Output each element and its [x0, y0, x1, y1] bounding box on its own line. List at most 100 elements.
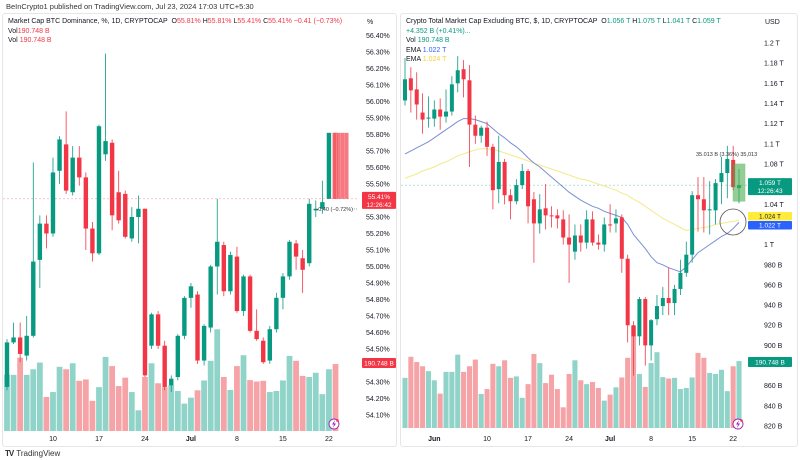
y-tick-label: 1.16 T: [764, 81, 784, 88]
volume-bar: [701, 357, 707, 428]
candle: [408, 78, 413, 91]
volume-bar: [519, 397, 525, 428]
measure-label: 35.013 B (3.36%) 35,013: [696, 152, 757, 158]
candle: [109, 142, 115, 216]
y-tick-label: 820 B: [764, 424, 783, 431]
volume-bar: [128, 392, 135, 431]
volume-bar: [531, 353, 537, 428]
tradingview-label[interactable]: TradingView: [16, 449, 61, 458]
candle: [182, 297, 187, 336]
volume-bar: [109, 366, 116, 431]
volume-bar: [502, 360, 508, 428]
volume-bar: [402, 377, 408, 428]
last-price-label-bg: [362, 191, 396, 209]
y-tick-label: 1.2 T: [764, 41, 781, 48]
candle: [44, 223, 49, 234]
volume-bar: [69, 363, 76, 431]
volume-bar: [43, 396, 50, 431]
candle: [96, 126, 102, 254]
candle: [596, 242, 601, 245]
candle: [4, 342, 10, 387]
candle: [320, 202, 325, 209]
volume-bar: [548, 374, 555, 428]
right-chart-pane[interactable]: [400, 13, 798, 447]
ema-label: EMA: [406, 46, 421, 54]
volume-label: 190.748 B: [755, 360, 785, 367]
volume-bar: [122, 377, 129, 431]
x-tick-label: 22: [729, 436, 737, 443]
right-unit-label[interactable]: USD: [765, 19, 780, 26]
volume-bar: [648, 363, 654, 428]
volume-bar: [227, 389, 234, 431]
volume-bar: [625, 357, 631, 428]
volume-bar: [286, 355, 293, 431]
candle: [267, 329, 272, 361]
candle: [561, 219, 566, 238]
candle: [57, 139, 62, 171]
volume-bar: [595, 388, 601, 428]
volume-bar: [666, 378, 672, 428]
volume-bar: [654, 352, 660, 428]
candle: [280, 276, 286, 298]
volume-bar: [253, 381, 260, 431]
volume-bar: [135, 410, 142, 431]
candle: [643, 299, 648, 346]
y-tick-label: 840 B: [764, 403, 783, 410]
left-chart-pane[interactable]: [2, 13, 397, 447]
volume-bar: [689, 377, 695, 428]
volume-bar: [155, 383, 161, 431]
y-tick-label: 54.60%: [366, 330, 390, 337]
y-tick-label: 55.10%: [366, 248, 390, 255]
long-position-box: [732, 163, 746, 202]
candle: [307, 203, 312, 264]
candle: [707, 209, 712, 211]
candle: [490, 146, 495, 191]
symbol-name[interactable]: Market Cap BTC Dominance, %, 1D, CRYPTOC…: [8, 18, 168, 25]
candle: [175, 335, 181, 378]
volume-bar: [425, 371, 431, 428]
candle: [83, 177, 89, 229]
notification-dot: [336, 419, 339, 422]
candle: [287, 241, 292, 277]
volume-bar: [619, 377, 625, 428]
symbol-name[interactable]: Crypto Total Market Cap Excluding BTC, $…: [406, 18, 598, 25]
candle: [215, 241, 220, 267]
y-tick-label: 1.18 T: [764, 61, 784, 68]
change-value: +4.352 B (+0.41%)...: [406, 27, 471, 35]
candle: [77, 157, 82, 178]
volume-bar: [168, 385, 175, 431]
candle: [261, 340, 266, 363]
volume-bar: [554, 389, 560, 428]
candle: [234, 256, 240, 312]
candle: [50, 172, 56, 234]
candle: [543, 208, 548, 216]
volume-bar: [312, 372, 319, 431]
candle: [479, 127, 484, 136]
candle: [11, 337, 16, 343]
ema-label: EMA: [406, 56, 421, 63]
candle: [613, 218, 618, 224]
volume-bar: [443, 371, 449, 428]
notification-dot: [740, 419, 743, 422]
candle: [247, 276, 253, 331]
circle-drawing: [719, 208, 747, 236]
x-tick-label: 22: [325, 436, 333, 443]
volume-bar: [161, 387, 168, 431]
left-volume-legend: Vol 190.748 B: [8, 36, 358, 46]
countdown-label: 12:26:43: [757, 188, 783, 195]
volume-bar: [478, 393, 484, 428]
volume-bar: [260, 380, 267, 431]
publisher-line: BeInCrypto1 published on TradingView.com…: [6, 2, 254, 11]
candle: [300, 258, 305, 270]
candle: [619, 217, 624, 259]
volume-bar: [63, 369, 70, 431]
candle: [123, 193, 128, 237]
left-unit-label[interactable]: %: [367, 19, 374, 26]
candle: [572, 235, 577, 252]
volume-bar: [332, 364, 339, 431]
y-tick-label: 55.90%: [366, 116, 390, 123]
y-tick-label: 55.60%: [366, 165, 390, 172]
last-price-label: 1.059 T: [759, 180, 781, 187]
volume-bar: [326, 369, 332, 431]
